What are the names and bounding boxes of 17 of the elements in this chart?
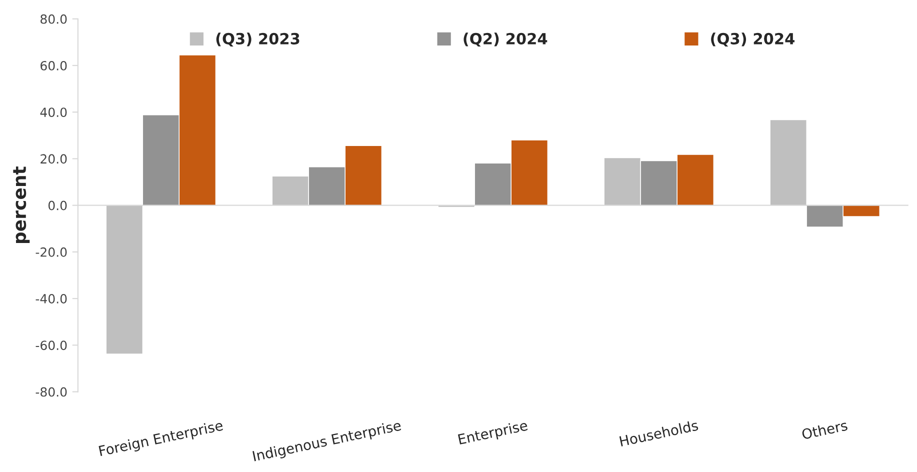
y-tick-label: 20.0 xyxy=(40,154,67,164)
x-tick-label: Indigenous Enterprise xyxy=(252,420,402,464)
y-tick-label: 0.0 xyxy=(48,200,67,210)
y-tick-label: -80.0 xyxy=(36,387,67,397)
x-tick-label: Others xyxy=(801,420,848,440)
y-tick-label: 80.0 xyxy=(40,14,67,24)
y-tick-label: -20.0 xyxy=(36,247,67,257)
x-tick-label: Enterprise xyxy=(458,420,529,448)
x-tick-label: Foreign Enterprise xyxy=(98,420,224,459)
legend-label: (Q3) 2024 xyxy=(711,32,794,46)
legend-label: (Q2) 2024 xyxy=(464,32,548,46)
y-axis-title: percent xyxy=(13,166,30,244)
y-tick-label: 60.0 xyxy=(40,60,67,70)
y-tick-label: 40.0 xyxy=(40,108,67,118)
y-tick-label: -60.0 xyxy=(36,340,67,350)
legend-label: (Q3) 2023 xyxy=(216,32,300,46)
y-tick-label: -40.0 xyxy=(36,294,67,304)
